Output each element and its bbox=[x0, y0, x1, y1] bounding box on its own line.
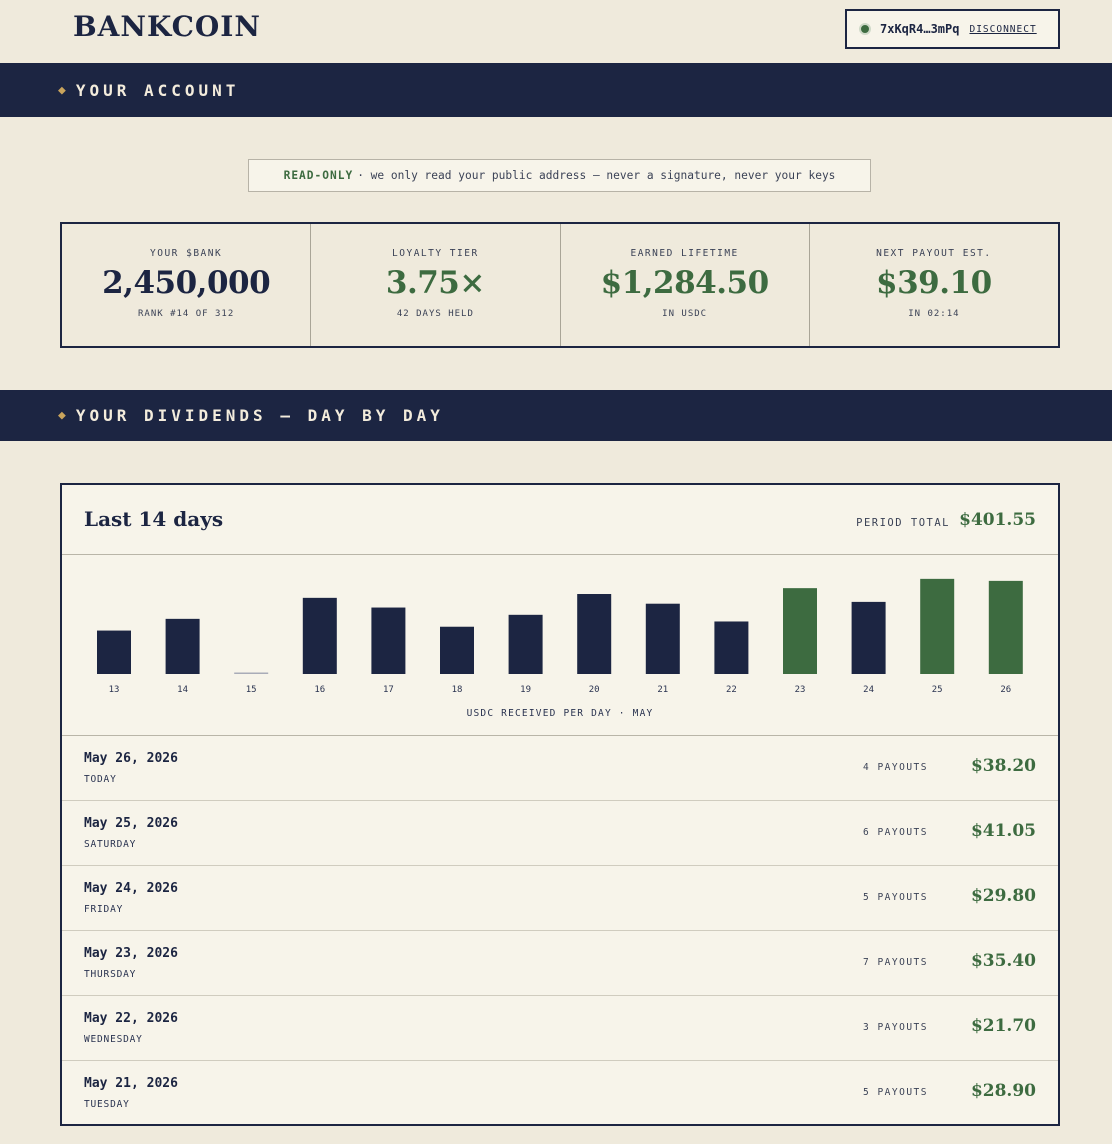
stat-loyalty-tier: LOYALTY TIER 3.75× 42 DAYS HELD bbox=[311, 224, 561, 346]
top-bar: BANKCOIN 7xKqR4…3mPq DISCONNECT bbox=[0, 0, 1112, 63]
stat-label: NEXT PAYOUT EST. bbox=[876, 248, 992, 259]
list-item[interactable]: May 23, 2026 THURSDAY 7 PAYOUTS $35.40 bbox=[62, 931, 1058, 996]
bar-day-15[interactable] bbox=[234, 672, 269, 675]
read-only-badge: READ-ONLY bbox=[283, 169, 354, 182]
stat-sub: IN 02:14 bbox=[908, 309, 960, 319]
x-axis-label: USDC RECEIVED PER DAY · MAY bbox=[467, 708, 654, 719]
x-tick-label: 26 bbox=[1000, 685, 1011, 695]
wallet-address: 7xKqR4…3mPq bbox=[880, 22, 960, 36]
stat-value: $1,284.50 bbox=[600, 265, 770, 301]
diamond-icon: ◆ bbox=[58, 82, 66, 98]
list-item[interactable]: May 22, 2026 WEDNESDAY 3 PAYOUTS $21.70 bbox=[62, 996, 1058, 1061]
bar-day-18[interactable] bbox=[440, 626, 474, 674]
disconnect-link[interactable]: DISCONNECT bbox=[969, 23, 1037, 35]
list-item[interactable]: May 21, 2026 TUESDAY 5 PAYOUTS $28.90 bbox=[62, 1061, 1058, 1126]
row-payouts: 6 PAYOUTS bbox=[863, 827, 928, 838]
x-tick-label: 20 bbox=[589, 685, 600, 695]
x-tick-label: 24 bbox=[863, 685, 874, 695]
row-date: May 24, 2026 bbox=[84, 881, 178, 896]
row-payouts: 4 PAYOUTS bbox=[863, 762, 928, 773]
x-tick-label: 13 bbox=[109, 685, 120, 695]
bar-day-22[interactable] bbox=[714, 621, 749, 674]
card-title: Last 14 days bbox=[84, 507, 224, 531]
row-date: May 23, 2026 bbox=[84, 946, 178, 961]
list-item[interactable]: May 25, 2026 SATURDAY 6 PAYOUTS $41.05 bbox=[62, 801, 1058, 866]
row-day: SATURDAY bbox=[84, 839, 137, 850]
x-tick-label: 14 bbox=[177, 685, 188, 695]
row-amount: $35.40 bbox=[970, 951, 1036, 971]
wallet-chip[interactable]: 7xKqR4…3mPq DISCONNECT bbox=[845, 9, 1060, 49]
connected-status-icon bbox=[859, 23, 871, 35]
stat-sub: 42 DAYS HELD bbox=[396, 309, 474, 319]
section-title: YOUR ACCOUNT bbox=[75, 80, 240, 100]
row-day: TUESDAY bbox=[84, 1099, 130, 1110]
bar-day-26[interactable] bbox=[988, 580, 1023, 674]
notice-text: · we only read your public address — nev… bbox=[357, 169, 836, 182]
row-date: May 22, 2026 bbox=[84, 1011, 178, 1026]
row-date: May 21, 2026 bbox=[84, 1076, 178, 1091]
x-tick-label: 16 bbox=[314, 685, 325, 695]
period-total-value: $401.55 bbox=[959, 510, 1036, 530]
row-amount: $21.70 bbox=[970, 1016, 1036, 1036]
bar-day-20[interactable] bbox=[577, 594, 612, 674]
period-total-label: PERIOD TOTAL bbox=[856, 517, 950, 529]
card-header: Last 14 days PERIOD TOTAL $401.55 bbox=[62, 485, 1058, 555]
dividends-card: Last 14 days PERIOD TOTAL $401.55 USDC R… bbox=[60, 483, 1060, 1126]
x-tick-label: 19 bbox=[520, 685, 531, 695]
row-date: May 26, 2026 bbox=[84, 751, 178, 766]
bar-day-16[interactable] bbox=[302, 597, 337, 674]
row-payouts: 5 PAYOUTS bbox=[863, 1087, 928, 1098]
bar-day-17[interactable] bbox=[371, 607, 406, 674]
list-item[interactable]: May 24, 2026 FRIDAY 5 PAYOUTS $29.80 bbox=[62, 866, 1058, 931]
bar-day-19[interactable] bbox=[508, 614, 543, 674]
stat-next-payout: NEXT PAYOUT EST. $39.10 IN 02:14 bbox=[810, 224, 1058, 346]
diamond-icon: ◆ bbox=[58, 408, 66, 423]
bar-day-13[interactable] bbox=[97, 630, 131, 674]
bar-day-24[interactable] bbox=[851, 601, 886, 674]
row-day: WEDNESDAY bbox=[84, 1034, 143, 1045]
read-only-notice: READ-ONLY · we only read your public add… bbox=[248, 159, 871, 192]
x-tick-label: 18 bbox=[452, 685, 463, 695]
stats-panel: YOUR $BANK 2,450,000 RANK #14 OF 312 LOY… bbox=[60, 222, 1060, 348]
stat-label: LOYALTY TIER bbox=[392, 248, 479, 259]
logo[interactable]: BANKCOIN bbox=[73, 10, 261, 43]
stat-sub: RANK #14 OF 312 bbox=[137, 309, 235, 319]
row-amount: $29.80 bbox=[970, 886, 1036, 906]
stat-value: 3.75× bbox=[385, 265, 485, 301]
bar-day-23[interactable] bbox=[783, 588, 817, 674]
x-tick-label: 15 bbox=[246, 685, 257, 695]
dividends-section-header: ◆ YOUR DIVIDENDS — DAY BY DAY bbox=[0, 390, 1112, 441]
row-day: TODAY bbox=[84, 774, 117, 785]
row-day: THURSDAY bbox=[84, 969, 137, 980]
row-payouts: 5 PAYOUTS bbox=[863, 892, 928, 903]
section-title: YOUR DIVIDENDS — DAY BY DAY bbox=[75, 406, 444, 425]
row-amount: $28.90 bbox=[970, 1081, 1036, 1101]
x-tick-label: 22 bbox=[726, 685, 737, 695]
stat-earned-lifetime: EARNED LIFETIME $1,284.50 IN USDC bbox=[561, 224, 810, 346]
x-tick-label: 23 bbox=[795, 685, 806, 695]
dividend-list: May 26, 2026 TODAY 4 PAYOUTS $38.20 May … bbox=[62, 736, 1058, 1126]
row-payouts: 7 PAYOUTS bbox=[863, 957, 928, 968]
bar-chart: USDC RECEIVED PER DAY · MAY 13 14 15 16 17 18… bbox=[97, 578, 1023, 719]
stat-label: YOUR $BANK bbox=[150, 248, 223, 259]
bar-day-25[interactable] bbox=[920, 578, 955, 674]
stat-label: EARNED LIFETIME bbox=[630, 248, 739, 259]
bar-day-14[interactable] bbox=[165, 618, 200, 674]
row-amount: $41.05 bbox=[970, 821, 1036, 841]
account-section-header: ◆ YOUR ACCOUNT bbox=[0, 63, 1112, 117]
x-tick-label: 17 bbox=[383, 685, 394, 695]
row-amount: $38.20 bbox=[970, 756, 1036, 776]
x-tick-label: 21 bbox=[657, 685, 668, 695]
stat-bank-balance: YOUR $BANK 2,450,000 RANK #14 OF 312 bbox=[62, 224, 312, 346]
row-date: May 25, 2026 bbox=[84, 816, 178, 831]
list-item[interactable]: May 26, 2026 TODAY 4 PAYOUTS $38.20 bbox=[62, 736, 1058, 801]
x-tick-label: 25 bbox=[932, 685, 943, 695]
dividends-chart: USDC RECEIVED PER DAY · MAY 13 14 15 16 17 18… bbox=[62, 555, 1058, 736]
row-day: FRIDAY bbox=[84, 904, 124, 915]
stat-sub: IN USDC bbox=[662, 309, 708, 319]
stat-value: 2,450,000 bbox=[102, 265, 271, 301]
row-payouts: 3 PAYOUTS bbox=[863, 1022, 928, 1033]
bar-day-21[interactable] bbox=[645, 603, 680, 674]
stat-value: $39.10 bbox=[876, 265, 992, 301]
